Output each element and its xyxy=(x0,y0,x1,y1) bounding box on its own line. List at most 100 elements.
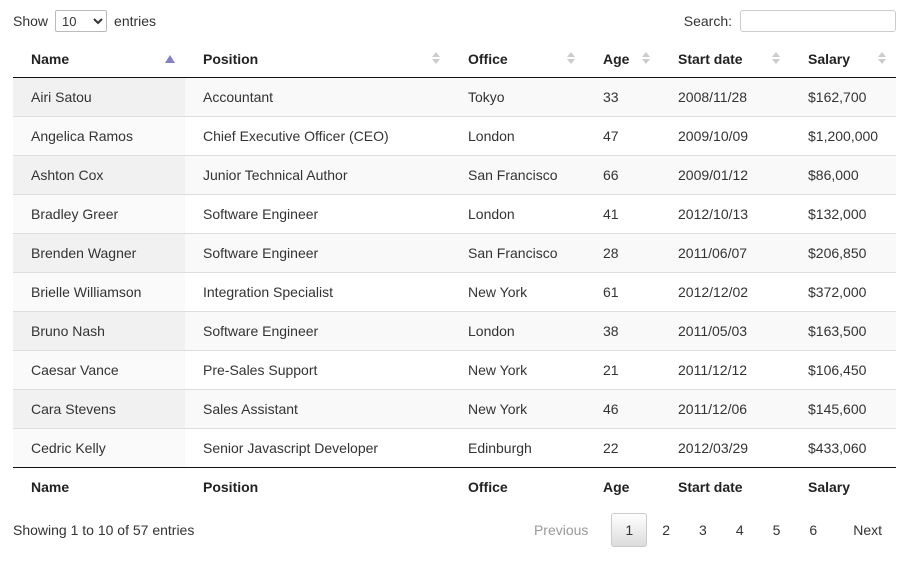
footer-column-start-date: Start date xyxy=(660,467,790,506)
table-body: Airi Satou Accountant Tokyo 33 2008/11/28 $16… xyxy=(13,77,896,468)
pagination-page-2[interactable]: 2 xyxy=(662,522,671,538)
column-header-start-date[interactable]: Start date xyxy=(660,41,790,78)
table-cell: San Francisco xyxy=(450,155,585,195)
table-cell: 66 xyxy=(585,155,660,195)
table-cell: Angelica Ramos xyxy=(13,116,185,156)
table-cell: Accountant xyxy=(203,89,274,105)
pagination-page-6[interactable]: 6 xyxy=(809,522,818,538)
entries-label: entries xyxy=(114,13,157,29)
footer-column-name: Name xyxy=(13,467,185,506)
table-row: Caesar Vance Pre-Sales Support New York 21 2… xyxy=(13,350,896,390)
column-header-label: Age xyxy=(603,51,630,67)
data-table: Name Position Office Age Start date xyxy=(13,41,896,506)
table-row: Bruno Nash Software Engineer London 38 2011/… xyxy=(13,311,896,351)
table-cell: London xyxy=(450,311,585,351)
footer-column-office: Office xyxy=(450,467,585,506)
table-cell: 46 xyxy=(585,389,660,429)
table-cell: $206,850 xyxy=(790,233,896,273)
table-cell: $132,000 xyxy=(790,194,896,234)
table-row: Ashton Cox Junior Technical Author San Fra… xyxy=(13,155,896,195)
column-header-age[interactable]: Age xyxy=(585,41,660,78)
table-header: Name Position Office Age Start date xyxy=(13,41,896,78)
table-cell: Software Engineer xyxy=(185,233,450,273)
table-cell: Brielle Williamson xyxy=(13,272,185,312)
table-cell: Edinburgh xyxy=(450,428,585,468)
table-cell: 2009/01/12 xyxy=(660,155,790,195)
table-cell: San Francisco xyxy=(450,233,585,273)
table-row: Cara Stevens Sales Assistant New York 46 201… xyxy=(13,389,896,429)
table-cell: 61 xyxy=(585,272,660,312)
sort-both-icon xyxy=(878,52,886,64)
table-cell: $86,000 xyxy=(790,155,896,195)
table-cell: 2012/03/29 xyxy=(660,428,790,468)
table-cell: $1,200,000 xyxy=(790,116,896,156)
table-cell: Senior Javascript Developer xyxy=(185,428,450,468)
pagination-page-5[interactable]: 5 xyxy=(772,522,781,538)
search-input[interactable] xyxy=(740,10,896,32)
sort-both-icon xyxy=(642,52,650,64)
table-cell: $162,700 xyxy=(808,89,867,105)
column-header-label: Name xyxy=(31,51,70,67)
column-header-label: Start date xyxy=(678,51,743,67)
table-cell: London xyxy=(450,116,585,156)
table-cell: 2009/10/09 xyxy=(660,116,790,156)
table-cell: $433,060 xyxy=(790,428,896,468)
show-label: Show xyxy=(13,13,49,29)
page-length-select[interactable]: 10 xyxy=(55,10,108,32)
table-cell: $163,500 xyxy=(790,311,896,351)
table-cell: Chief Executive Officer (CEO) xyxy=(185,116,450,156)
table-cell: 2011/06/07 xyxy=(660,233,790,273)
table-cell: New York xyxy=(450,389,585,429)
footer-column-position: Position xyxy=(185,467,450,506)
table-row: Brenden Wagner Software Engineer San Franc… xyxy=(13,233,896,273)
table-row: Airi Satou Accountant Tokyo 33 2008/11/28 $16… xyxy=(13,77,896,117)
sort-asc-icon xyxy=(165,55,175,63)
column-header-label: Office xyxy=(468,51,508,67)
pagination-page-1[interactable]: 1 xyxy=(611,513,648,547)
table-cell: Sales Assistant xyxy=(185,389,450,429)
sort-both-icon xyxy=(567,52,575,64)
table-cell: Software Engineer xyxy=(185,194,450,234)
column-header-salary[interactable]: Salary xyxy=(790,41,896,78)
table-cell: 21 xyxy=(585,350,660,390)
table-cell: $145,600 xyxy=(790,389,896,429)
table-cell: 2011/12/12 xyxy=(660,350,790,390)
table-row: Cedric Kelly Senior Javascript Developer E… xyxy=(13,428,896,468)
column-header-label: Salary xyxy=(808,51,851,67)
bottom-controls: Showing 1 to 10 of 57 entries Previous 1… xyxy=(13,510,896,550)
column-header-office[interactable]: Office xyxy=(450,41,585,78)
page-length-control: Show 10 entries xyxy=(13,10,156,32)
table-footer: Name Position Office Age Start date Sala… xyxy=(13,467,896,506)
search-label: Search: xyxy=(683,13,732,29)
table-cell: Software Engineer xyxy=(185,311,450,351)
pagination-next-button[interactable]: Next xyxy=(853,522,882,538)
sort-both-icon xyxy=(432,52,440,64)
table-cell: Ashton Cox xyxy=(13,155,185,195)
pagination-page-4[interactable]: 4 xyxy=(735,522,744,538)
column-header-label: Position xyxy=(203,51,259,67)
table-cell: $372,000 xyxy=(790,272,896,312)
table-cell: 47 xyxy=(585,116,660,156)
table-cell: Cedric Kelly xyxy=(13,428,185,468)
table-cell: 22 xyxy=(585,428,660,468)
table-cell: Integration Specialist xyxy=(185,272,450,312)
pagination-previous-button[interactable]: Previous xyxy=(533,522,589,538)
column-header-name[interactable]: Name xyxy=(13,41,185,78)
table-cell: $106,450 xyxy=(790,350,896,390)
table-cell: Junior Technical Author xyxy=(185,155,450,195)
table-row: Bradley Greer Software Engineer London 41 20… xyxy=(13,194,896,234)
table-cell: 2012/12/02 xyxy=(660,272,790,312)
table-cell: Airi Satou xyxy=(13,77,185,117)
table-cell: London xyxy=(450,194,585,234)
pagination-page-3[interactable]: 3 xyxy=(699,522,707,538)
table-cell: 2012/10/13 xyxy=(660,194,790,234)
column-header-position[interactable]: Position xyxy=(185,41,450,78)
table-cell: 33 xyxy=(603,89,619,105)
top-controls: Show 10 entries Search: xyxy=(13,10,896,32)
search-control: Search: xyxy=(684,10,896,32)
table-row: Brielle Williamson Integration Specialist… xyxy=(13,272,896,312)
sort-both-icon xyxy=(772,52,780,64)
